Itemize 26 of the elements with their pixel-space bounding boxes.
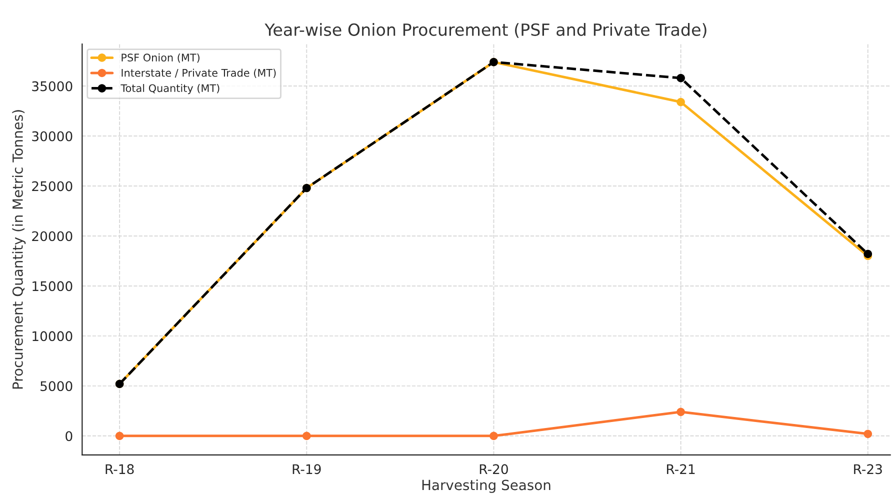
- y-tick-label: 35000: [32, 81, 72, 92]
- chart-title: Year-wise Onion Procurement (PSF and Private Trade): [264, 23, 706, 38]
- y-tick-label: 30000: [32, 131, 72, 142]
- point: [115, 432, 124, 440]
- x-axis-title: Harvesting Season: [422, 479, 550, 493]
- legend-label: Interstate / Private Trade (MT): [122, 68, 276, 78]
- point: [302, 432, 311, 440]
- y-tick-label: 5000: [40, 381, 72, 392]
- point: [490, 432, 498, 440]
- y-tick-label: 10000: [32, 331, 72, 342]
- point: [676, 74, 685, 82]
- point: [676, 408, 685, 416]
- y-tick-label: 0: [66, 431, 72, 442]
- x-tick-label: R-21: [666, 464, 695, 474]
- x-tick-label: R-19: [292, 464, 321, 474]
- point: [864, 430, 872, 438]
- y-axis-title: Procurement Quantity (in Metric Tonnes): [12, 110, 26, 389]
- x-tick-label: R-20: [480, 464, 508, 474]
- x-tick-label: R-18: [106, 464, 134, 474]
- y-tick-label: 15000: [32, 281, 72, 292]
- y-tick-label: 20000: [32, 231, 72, 242]
- point: [676, 98, 685, 106]
- legend-label: PSF Onion (MT): [122, 53, 200, 63]
- y-tick-label: 25000: [32, 181, 72, 192]
- legend-label: Total Quantity (MT): [120, 84, 220, 94]
- x-tick-label: R-23: [854, 464, 882, 474]
